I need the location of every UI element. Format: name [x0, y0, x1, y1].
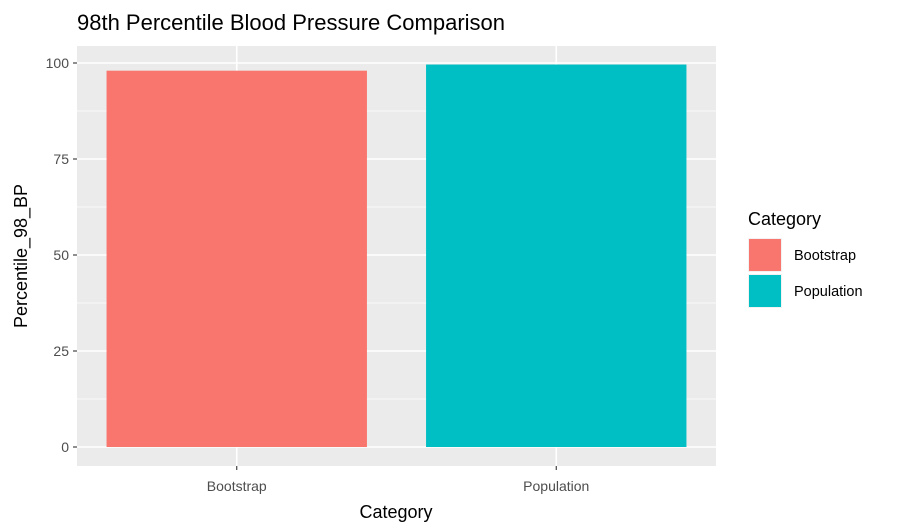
legend: Category Bootstrap Population: [748, 209, 863, 308]
bar-bootstrap: [106, 70, 367, 448]
x-axis: Bootstrap Population: [207, 466, 589, 494]
bars-layer: [106, 64, 687, 448]
legend-label-population: Population: [794, 284, 863, 300]
legend-label-bootstrap: Bootstrap: [794, 248, 856, 264]
y-tick-label: 0: [61, 439, 69, 455]
chart-title: 98th Percentile Blood Pressure Compariso…: [77, 10, 505, 35]
y-axis: 0 25 50 75 100: [46, 55, 77, 455]
y-tick-label: 50: [53, 247, 69, 263]
legend-key-bootstrap: [749, 239, 781, 271]
bar-population: [426, 64, 687, 447]
y-tick-label: 25: [53, 343, 69, 359]
x-tick-label: Population: [523, 478, 589, 494]
x-tick-label: Bootstrap: [207, 478, 267, 494]
legend-title: Category: [748, 209, 821, 229]
y-tick-label: 75: [53, 151, 69, 167]
y-tick-label: 100: [46, 55, 70, 71]
y-axis-title: Percentile_98_BP: [11, 184, 32, 328]
legend-key-population: [749, 275, 781, 307]
x-axis-title: Category: [359, 502, 432, 522]
